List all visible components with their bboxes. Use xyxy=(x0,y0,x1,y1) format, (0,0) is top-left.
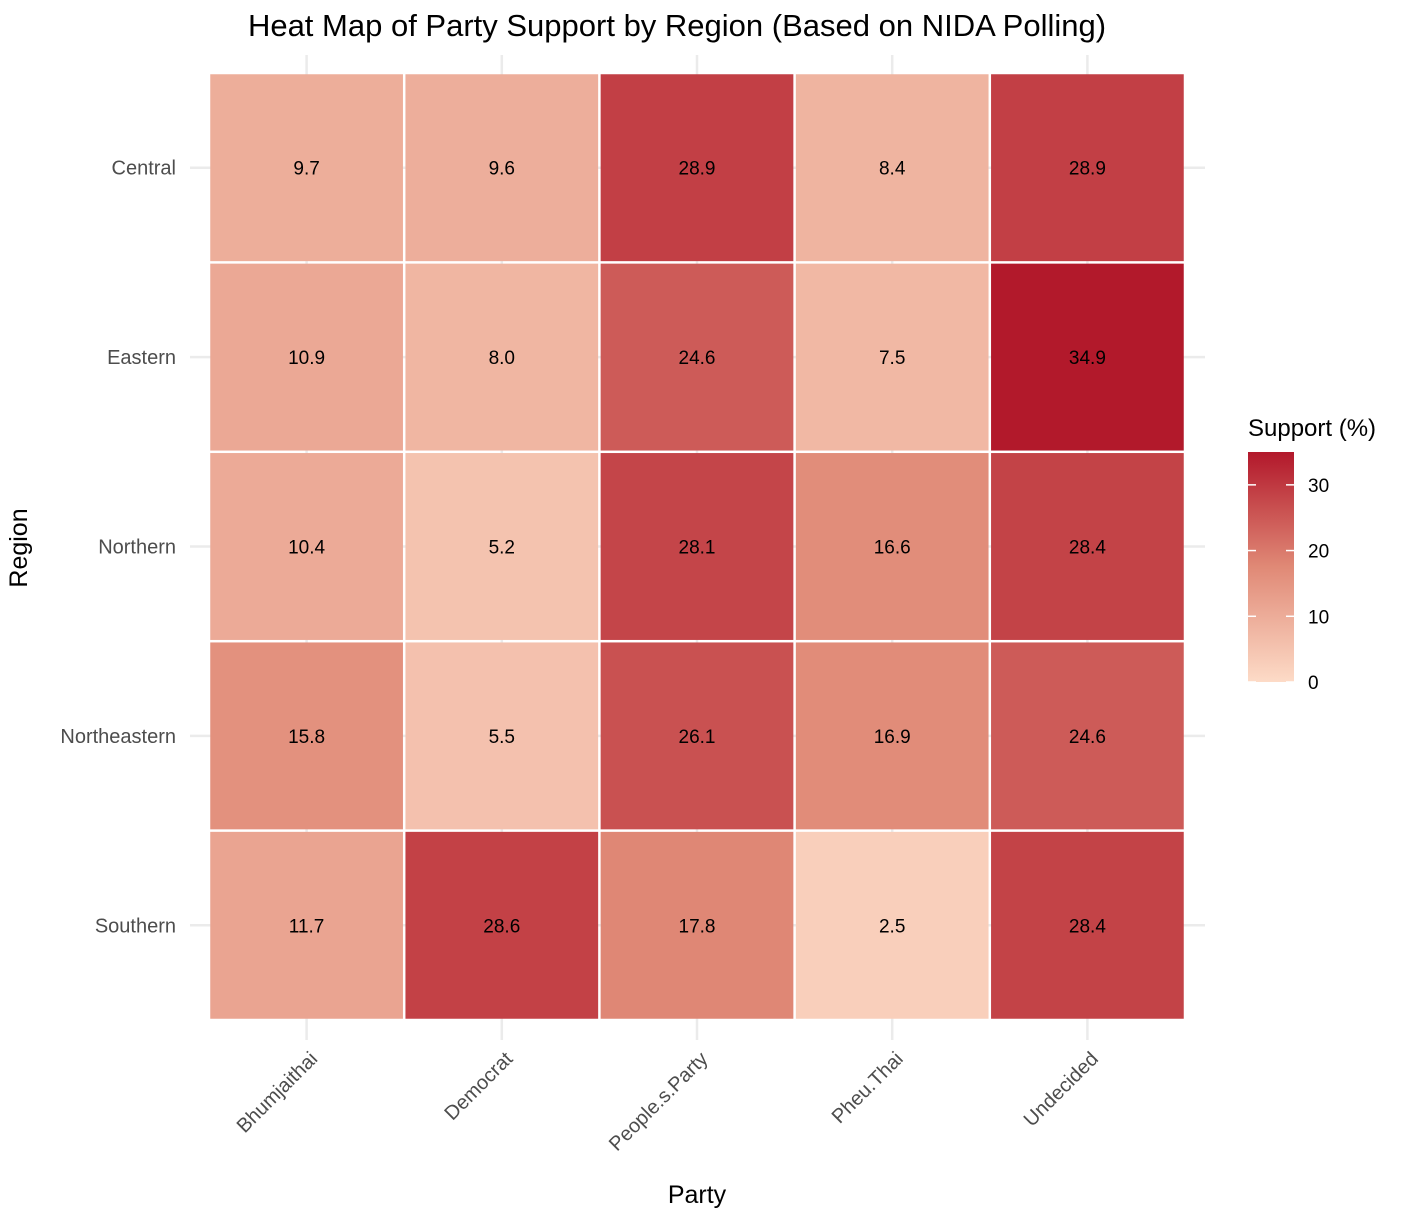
cell-value-label: 24.6 xyxy=(1069,727,1106,748)
heatmap-cell xyxy=(795,642,989,830)
cell-label-layer: 9.7 9.6 28.9 8.4 28.9 10.9 8.0 24.6 7.5 34.9 10.4 5… xyxy=(288,159,1106,938)
heatmap-cell xyxy=(210,74,403,262)
heatmap-cell xyxy=(795,831,989,1019)
heatmap-cell xyxy=(600,642,794,830)
heatmap-cell xyxy=(795,263,989,451)
heatmap-cell xyxy=(991,831,1184,1019)
heatmap-cell xyxy=(991,74,1184,262)
colorbar-tick-label: 0 xyxy=(1308,673,1319,694)
heatmap-cell xyxy=(600,453,794,640)
cell-value-label: 10.9 xyxy=(288,348,325,369)
y-tick-label: Northern xyxy=(98,537,176,559)
y-tick-label: Central xyxy=(112,158,176,180)
cell-value-label: 9.6 xyxy=(489,159,515,180)
cell-value-label: 24.6 xyxy=(679,348,716,369)
heatmap-cell xyxy=(405,263,599,451)
cell-value-label: 26.1 xyxy=(679,727,716,748)
x-tick-label: Undecided xyxy=(1020,1048,1103,1131)
x-tick-label: Bhumjaithai xyxy=(233,1048,322,1137)
heatmap-cell xyxy=(600,74,794,262)
cell-value-label: 28.4 xyxy=(1069,538,1106,559)
cell-value-label: 15.8 xyxy=(288,727,325,748)
cell-value-label: 16.6 xyxy=(874,538,911,559)
y-tick-label: Southern xyxy=(95,915,176,937)
cell-value-label: 17.8 xyxy=(679,916,716,937)
colorbar-tick-label: 30 xyxy=(1308,476,1329,497)
cell-value-label: 28.9 xyxy=(679,159,716,180)
cell-value-label: 9.7 xyxy=(293,159,319,180)
y-tick-label: Northeastern xyxy=(60,726,176,748)
cell-value-label: 28.4 xyxy=(1069,916,1106,937)
cell-value-label: 16.9 xyxy=(874,727,911,748)
colorbar-ticks: 0 10 20 30 xyxy=(1248,476,1329,694)
heatmap-cell xyxy=(991,453,1184,640)
cell-value-label: 8.4 xyxy=(879,159,906,180)
heatmap-cell xyxy=(405,642,599,830)
cell-value-label: 2.5 xyxy=(879,916,905,937)
heatmap-cell xyxy=(991,263,1184,451)
cell-layer xyxy=(210,74,1184,1019)
heatmap-cell xyxy=(600,263,794,451)
heatmap-cell xyxy=(210,642,403,830)
heatmap-cell xyxy=(405,831,599,1019)
heatmap-cell xyxy=(210,263,403,451)
x-axis-title: Party xyxy=(668,1181,727,1209)
colorbar-tick-label: 10 xyxy=(1308,607,1329,628)
cell-value-label: 28.6 xyxy=(483,916,520,937)
cell-value-label: 34.9 xyxy=(1069,348,1106,369)
colorbar-gradient xyxy=(1248,452,1294,682)
heatmap-cell xyxy=(795,453,989,640)
heatmap-cell xyxy=(405,74,599,262)
heatmap-cell xyxy=(991,642,1184,830)
legend-title: Support (%) xyxy=(1248,415,1376,442)
heatmap-cell xyxy=(210,831,403,1019)
colorbar-legend: Support (%) 0 10 20 30 xyxy=(1248,415,1376,694)
heatmap-cell xyxy=(210,453,403,640)
colorbar-tick-label: 20 xyxy=(1308,542,1329,563)
x-axis-ticks: Bhumjaithai Democrat People.s.Party Pheu.Th… xyxy=(233,1048,1103,1156)
cell-value-label: 5.5 xyxy=(489,727,515,748)
cell-value-label: 5.2 xyxy=(489,538,515,559)
x-tick-label: Pheu.Thai xyxy=(828,1048,908,1128)
cell-value-label: 7.5 xyxy=(879,348,905,369)
cell-value-label: 28.9 xyxy=(1069,159,1106,180)
heatmap-cell xyxy=(600,831,794,1019)
chart-title: Heat Map of Party Support by Region (Bas… xyxy=(248,8,1106,43)
y-axis-ticks: Central Eastern Northern Northeastern Southe… xyxy=(60,158,176,938)
x-tick-label: Democrat xyxy=(440,1048,517,1125)
heatmap-cell xyxy=(795,74,989,262)
heatmap-cell xyxy=(405,453,599,640)
y-tick-label: Eastern xyxy=(107,347,176,369)
cell-value-label: 8.0 xyxy=(489,348,515,369)
cell-value-label: 11.7 xyxy=(289,916,325,937)
cell-value-label: 10.4 xyxy=(288,538,325,559)
x-tick-label: People.s.Party xyxy=(605,1048,713,1156)
y-axis-title: Region xyxy=(5,508,33,587)
cell-value-label: 28.1 xyxy=(679,538,716,559)
